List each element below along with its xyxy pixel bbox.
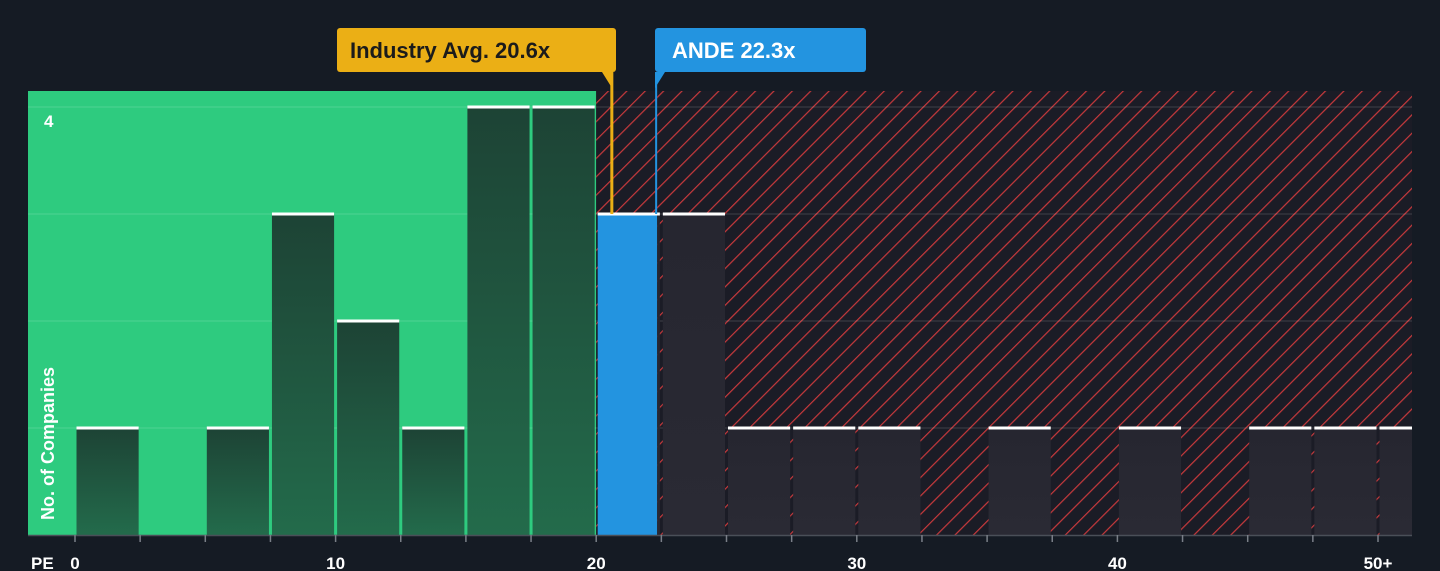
bar-5	[402, 428, 465, 535]
bar-18	[1249, 428, 1312, 535]
bar-20	[1379, 428, 1412, 535]
bar-9	[662, 214, 725, 535]
bar-8	[657, 214, 660, 535]
bar-cap-4	[337, 319, 400, 323]
bar-cap-19	[1314, 426, 1377, 430]
bar-0	[76, 428, 139, 535]
x-tick-label: 40	[1108, 554, 1127, 571]
company-label: ANDE 22.3x	[672, 38, 796, 63]
bar-cap-20	[1379, 426, 1412, 430]
x-tick-label: 20	[587, 554, 606, 571]
bar-4	[337, 321, 400, 535]
bar-7	[532, 107, 595, 535]
bar-cap-10	[728, 426, 791, 430]
x-tick-label: 10	[326, 554, 345, 571]
x-tick-label: 30	[847, 554, 866, 571]
bar-2	[206, 428, 269, 535]
company-pointer	[655, 72, 665, 88]
company-callout	[655, 28, 866, 72]
bar-company	[597, 214, 658, 535]
bar-11	[793, 428, 856, 535]
bar-cap-11	[793, 426, 856, 430]
industry-avg-callout	[337, 28, 616, 72]
bar-cap-12	[858, 426, 921, 430]
bar-19	[1314, 428, 1377, 535]
bar-3	[271, 214, 335, 535]
bar-cap-3	[271, 212, 335, 216]
y-axis-label: No. of Companies	[38, 367, 58, 520]
bar-cap-2	[206, 426, 269, 430]
x-tick-label: 50+	[1364, 554, 1393, 571]
industry-avg-label: Industry Avg. 20.6x	[350, 38, 551, 63]
bar-cap-7	[532, 105, 595, 109]
bar-cap-0	[76, 426, 139, 430]
bar-12	[858, 428, 921, 535]
x-axis-label: PE	[31, 554, 54, 571]
bar-cap-18	[1249, 426, 1312, 430]
bar-10	[728, 428, 791, 535]
bar-14	[988, 428, 1051, 535]
bar-6	[467, 107, 530, 535]
bar-cap-6	[467, 105, 530, 109]
bar-cap-14	[988, 426, 1051, 430]
bar-16	[1118, 428, 1182, 535]
bar-cap-9	[662, 212, 725, 216]
industry-avg-pointer	[602, 72, 612, 88]
bar-cap-16	[1118, 426, 1182, 430]
bar-cap-8	[597, 212, 660, 216]
x-tick-label: 0	[70, 554, 79, 571]
bar-cap-5	[402, 426, 465, 430]
y-tick-label: 4	[44, 112, 54, 131]
